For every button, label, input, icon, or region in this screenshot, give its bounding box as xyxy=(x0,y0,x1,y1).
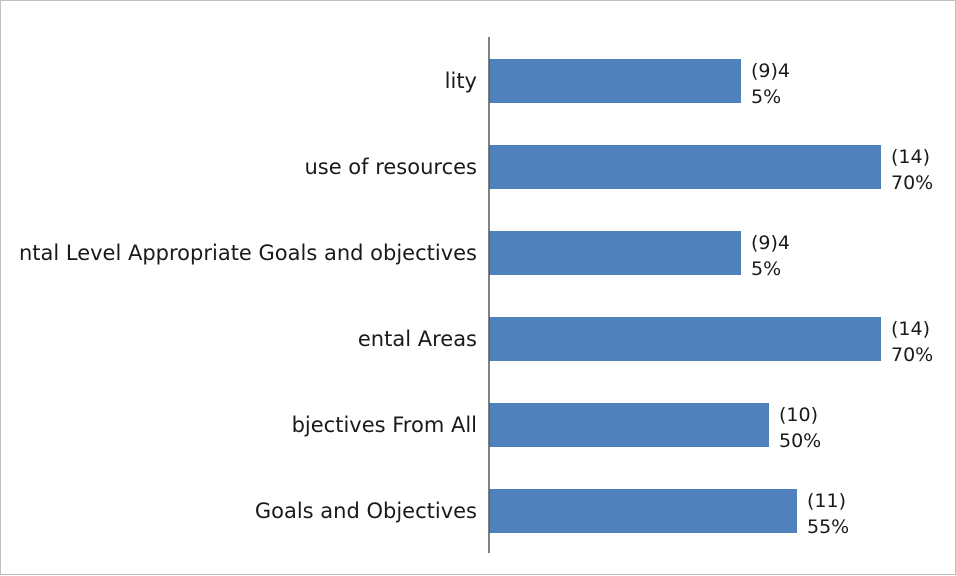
data-label-percent-3: 5% xyxy=(751,258,781,280)
data-label-count-5: (10) xyxy=(779,404,818,426)
data-label-count-3: (9)4 xyxy=(751,232,790,254)
bar-6 xyxy=(489,489,797,533)
bar-4 xyxy=(489,317,881,361)
bar-3 xyxy=(489,231,741,275)
data-label-percent-2: 70% xyxy=(891,172,933,194)
bar-1 xyxy=(489,59,741,103)
bar-2 xyxy=(489,145,881,189)
data-label-count-1: (9)4 xyxy=(751,60,790,82)
category-label-4: ental Areas xyxy=(358,327,477,351)
category-label-2: use of resources xyxy=(304,155,477,179)
data-label-count-4: (14) xyxy=(891,318,930,340)
category-label-3: ntal Level Appropriate Goals and objecti… xyxy=(19,241,477,265)
category-label-1: lity xyxy=(445,69,477,93)
data-label-count-6: (11) xyxy=(807,490,846,512)
category-label-6: Goals and Objectives xyxy=(255,499,477,523)
data-label-percent-6: 55% xyxy=(807,516,849,538)
data-label-percent-1: 5% xyxy=(751,86,781,108)
bar-5 xyxy=(489,403,769,447)
data-label-count-2: (14) xyxy=(891,146,930,168)
data-label-percent-4: 70% xyxy=(891,344,933,366)
category-label-5: bjectives From All xyxy=(292,413,477,437)
data-label-percent-5: 50% xyxy=(779,430,821,452)
